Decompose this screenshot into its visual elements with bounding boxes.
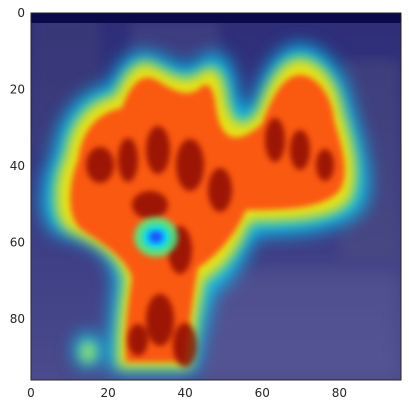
- x-tick-label: 0: [27, 386, 35, 400]
- y-tick-label: 80: [10, 312, 25, 326]
- x-tick-label: 40: [178, 386, 193, 400]
- x-axis: 0 20 40 60 80: [27, 386, 347, 400]
- density-hole: [134, 217, 178, 257]
- axes-frame: [30, 12, 402, 381]
- y-tick-label: 60: [10, 235, 25, 249]
- y-tick-label: 20: [10, 82, 25, 96]
- scene-texture: [31, 13, 400, 380]
- x-tick-label: 20: [100, 386, 115, 400]
- x-tick-label: 80: [332, 386, 347, 400]
- y-tick-label: 40: [10, 159, 25, 173]
- top-band: [31, 13, 401, 23]
- y-tick-label: 0: [17, 6, 25, 20]
- heatmap-image: [31, 13, 401, 380]
- y-axis: 0 20 40 60 80: [10, 6, 25, 326]
- x-tick-label: 60: [255, 386, 270, 400]
